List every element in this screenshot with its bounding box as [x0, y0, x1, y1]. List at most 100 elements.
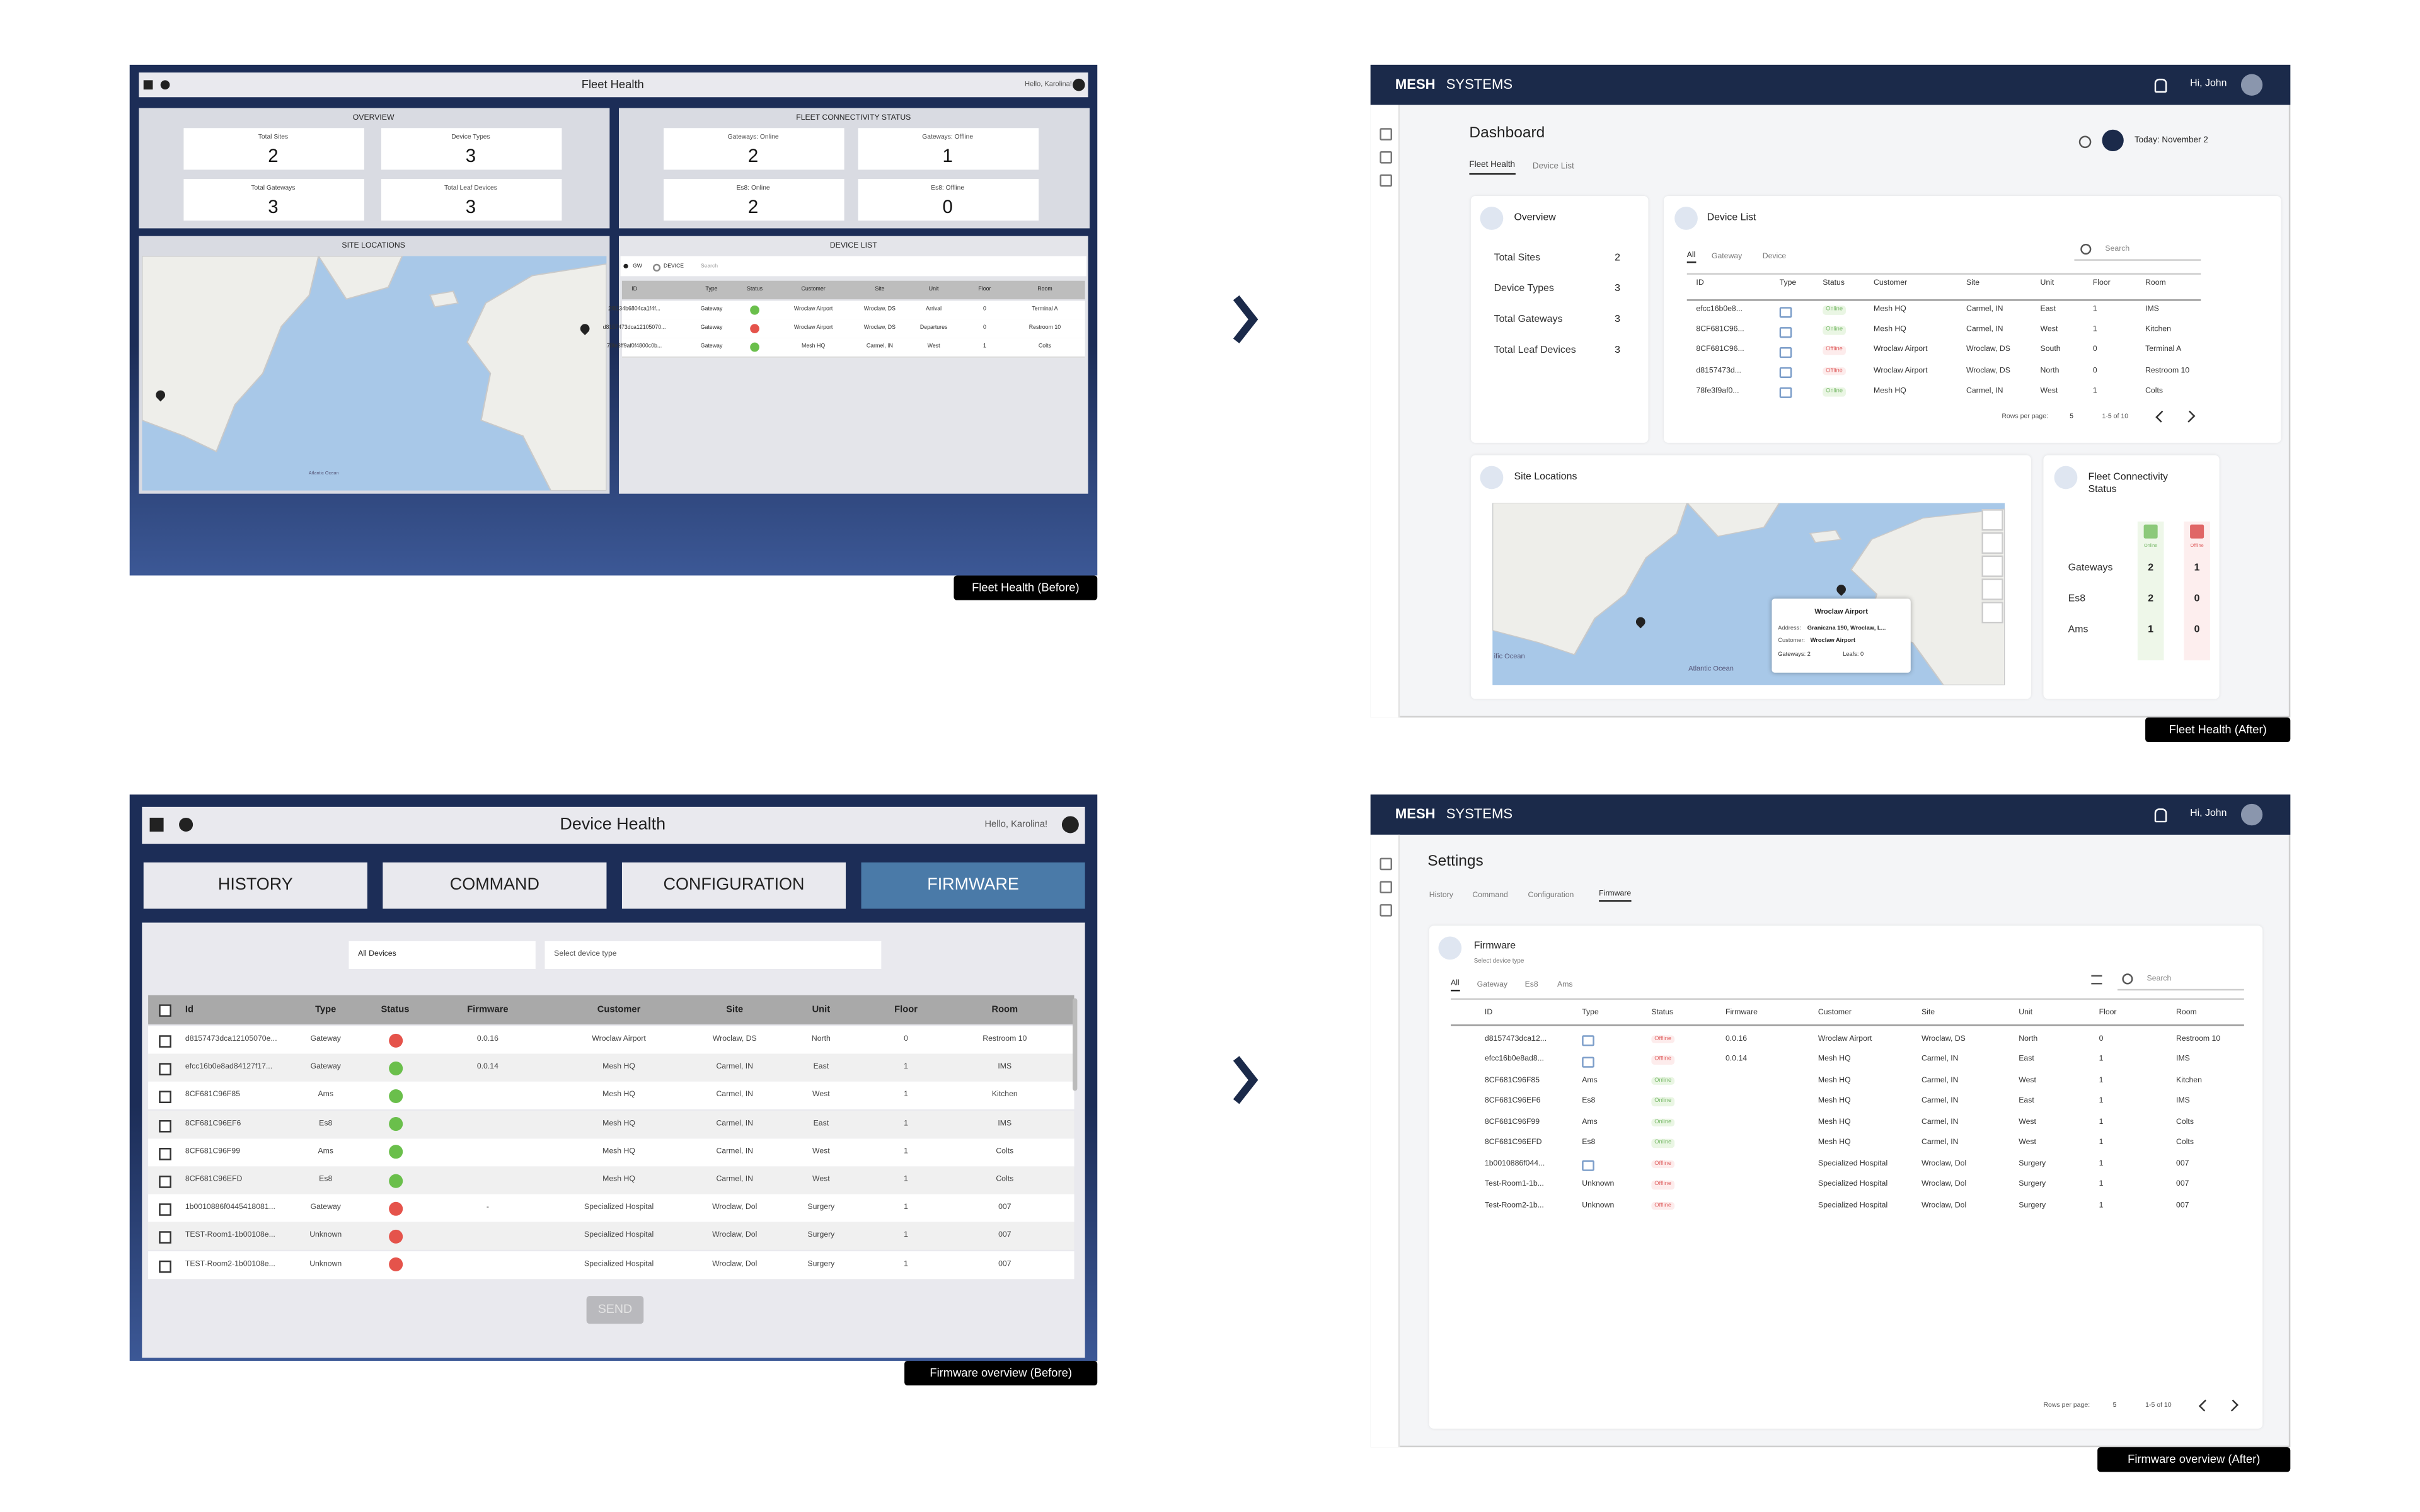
- checkbox[interactable]: [159, 1119, 171, 1132]
- table-cell: Terminal A: [1032, 306, 1058, 312]
- calendar-icon[interactable]: [2102, 129, 2124, 152]
- tab[interactable]: Device List: [1532, 162, 1574, 172]
- avatar[interactable]: [1073, 78, 1085, 91]
- rows-per-page[interactable]: 5: [2112, 1400, 2117, 1409]
- search-box[interactable]: [2074, 239, 2201, 261]
- search-box[interactable]: [2118, 969, 2244, 991]
- tab[interactable]: Gateway: [1711, 252, 1743, 262]
- checkbox[interactable]: [159, 1259, 171, 1273]
- tab[interactable]: [383, 862, 607, 909]
- filter-option[interactable]: DEVICE: [664, 261, 684, 268]
- settings-icon[interactable]: [179, 817, 193, 832]
- bell-icon[interactable]: [2154, 808, 2167, 823]
- avatar[interactable]: [1061, 816, 1079, 833]
- map-control[interactable]: [1981, 532, 2003, 554]
- tab[interactable]: All: [1451, 980, 1460, 992]
- tab-label[interactable]: CONFIGURATION: [663, 875, 805, 895]
- search-input[interactable]: Search: [2146, 973, 2172, 983]
- checkbox[interactable]: [159, 1004, 171, 1017]
- table-cell: Ams: [318, 1091, 333, 1100]
- online-count: 1: [2148, 624, 2154, 636]
- home-icon[interactable]: [143, 80, 153, 90]
- table-row: [621, 338, 1085, 358]
- tab[interactable]: Es8: [1524, 980, 1538, 990]
- dropdown[interactable]: [349, 941, 536, 969]
- table-cell: Surgery: [807, 1259, 835, 1269]
- checkbox[interactable]: [159, 1091, 171, 1104]
- rows-per-page[interactable]: 5: [2070, 411, 2073, 420]
- button-label[interactable]: SEND: [597, 1302, 633, 1316]
- checkbox[interactable]: [159, 1176, 171, 1188]
- table-cell: IMS: [2176, 1096, 2190, 1106]
- sidebar-icon[interactable]: [1380, 857, 1392, 871]
- column-header: Floor: [2092, 278, 2111, 288]
- sidebar-icon[interactable]: [1380, 128, 1392, 140]
- tab[interactable]: Command: [1472, 891, 1508, 900]
- tab-label[interactable]: HISTORY: [217, 875, 293, 895]
- dropdown[interactable]: [544, 941, 882, 969]
- type-icon: [1582, 1035, 1594, 1046]
- checkbox[interactable]: [159, 1147, 171, 1160]
- send-button[interactable]: [586, 1296, 644, 1324]
- tab[interactable]: History: [1429, 891, 1453, 900]
- sidebar-icon[interactable]: [1380, 904, 1392, 917]
- status-pill: Online: [1823, 306, 1846, 315]
- tab[interactable]: Firmware: [1599, 890, 1632, 902]
- map-control[interactable]: [1981, 602, 2003, 624]
- refresh-icon[interactable]: [2078, 135, 2092, 149]
- column-header: Room: [1037, 285, 1052, 292]
- table-cell: Wroclaw, Dol: [712, 1203, 758, 1213]
- tab[interactable]: Device: [1762, 252, 1787, 262]
- tab[interactable]: Fleet Health: [1469, 161, 1516, 175]
- settings-icon[interactable]: [160, 80, 170, 90]
- checkbox[interactable]: [159, 1035, 171, 1048]
- table-cell: Unknown: [309, 1259, 342, 1269]
- search-icon: [2122, 973, 2133, 985]
- tab[interactable]: Configuration: [1528, 891, 1574, 900]
- sidebar-icon[interactable]: [1380, 881, 1392, 893]
- sidebar-icon[interactable]: [1380, 151, 1392, 164]
- map-control[interactable]: [1981, 555, 2003, 577]
- map[interactable]: [142, 256, 607, 491]
- home-icon[interactable]: [149, 817, 164, 832]
- bell-icon[interactable]: [2154, 78, 2167, 93]
- search-input[interactable]: Search: [700, 261, 718, 268]
- dropdown-label[interactable]: All Devices: [358, 949, 396, 959]
- filter-option[interactable]: GW: [633, 261, 642, 268]
- dropdown-label[interactable]: Select device type: [554, 949, 617, 959]
- tab[interactable]: [621, 862, 846, 909]
- tab[interactable]: All: [1686, 251, 1696, 263]
- header-bar: [139, 72, 1088, 98]
- avatar[interactable]: [2240, 74, 2263, 96]
- search-input[interactable]: Search: [2105, 243, 2130, 253]
- tab[interactable]: Gateway: [1477, 980, 1508, 990]
- radio[interactable]: [623, 263, 628, 269]
- filter-icon[interactable]: [2091, 975, 2102, 985]
- sidebar: [1370, 105, 1400, 718]
- tab[interactable]: Ams: [1557, 980, 1573, 990]
- radio[interactable]: [652, 263, 661, 272]
- column-header: Site: [726, 1005, 744, 1015]
- sidebar-icon[interactable]: [1380, 174, 1392, 187]
- tab[interactable]: [861, 862, 1085, 909]
- avatar[interactable]: [2240, 803, 2263, 826]
- tab-label[interactable]: FIRMWARE: [927, 875, 1019, 895]
- tab-label[interactable]: COMMAND: [449, 875, 539, 895]
- table-cell: 1: [2099, 1200, 2104, 1210]
- checkbox[interactable]: [159, 1063, 171, 1076]
- stat-label: Gateways: Online: [727, 132, 779, 140]
- table-cell: 8CF681C96EF6: [1484, 1096, 1541, 1106]
- checkbox[interactable]: [159, 1203, 171, 1217]
- map-control[interactable]: [1981, 509, 2003, 531]
- status-dot: [388, 1229, 402, 1244]
- map[interactable]: [1492, 503, 2005, 685]
- column-header: Customer: [1874, 278, 1908, 288]
- stat-label: Gateways: Offline: [922, 132, 974, 140]
- table-cell: Mesh HQ: [602, 1147, 635, 1157]
- table-cell: West: [812, 1174, 830, 1184]
- status-dot: [750, 305, 759, 315]
- map-control[interactable]: [1981, 578, 2003, 600]
- checkbox[interactable]: [159, 1232, 171, 1244]
- tab[interactable]: [143, 862, 367, 909]
- card-title: Site Locations: [1514, 471, 1577, 483]
